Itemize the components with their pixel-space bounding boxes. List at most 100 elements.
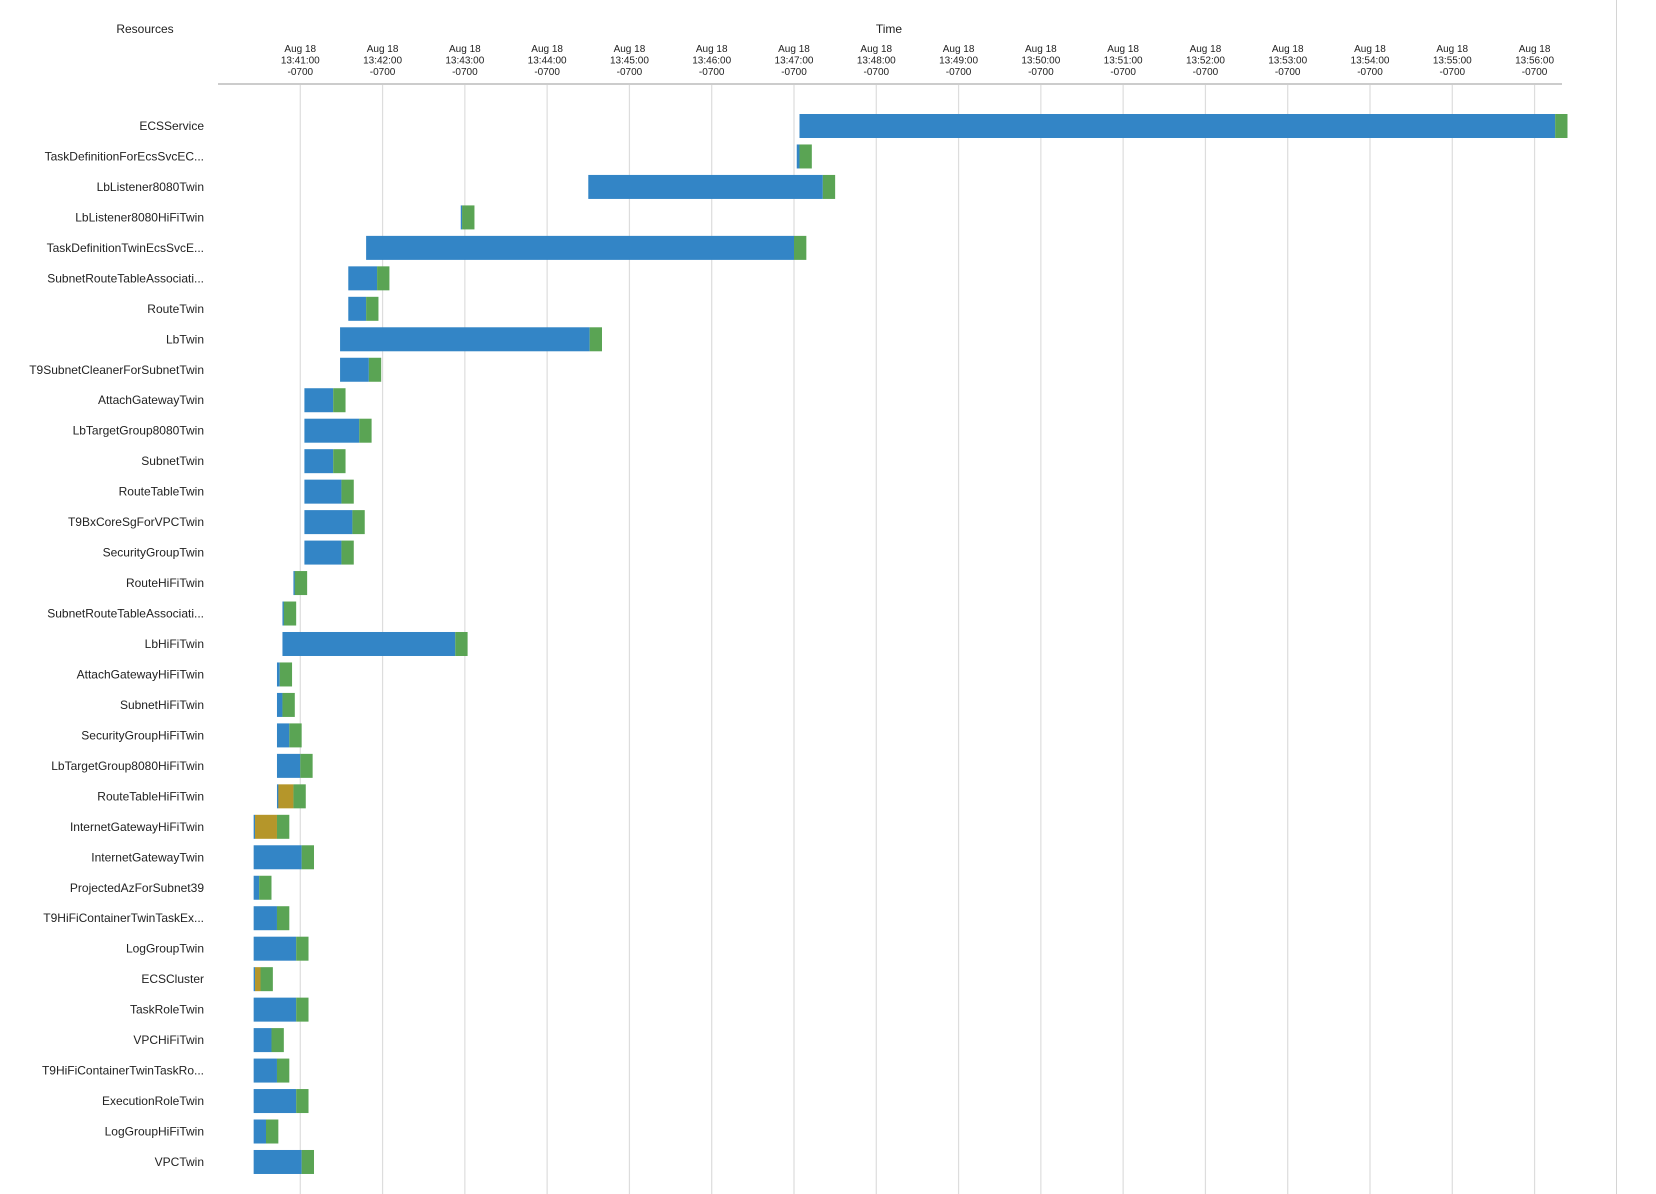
bar-segment-in-progress: [304, 510, 353, 535]
bar-segment-complete: [279, 662, 293, 687]
bar-segment-in-progress: [253, 845, 302, 870]
resource-bar[interactable]: [340, 357, 382, 382]
resource-bars: [253, 114, 1568, 1174]
x-tick-label-time: 13:53:00: [1268, 56, 1307, 67]
resource-bar[interactable]: [253, 967, 273, 992]
resource-bar[interactable]: [588, 174, 836, 199]
bar-segment-pending: [278, 784, 294, 809]
bar-segment-in-progress: [253, 1119, 266, 1144]
resource-bar[interactable]: [276, 692, 295, 717]
bar-segment-complete: [822, 174, 836, 199]
resource-bar[interactable]: [304, 479, 354, 504]
bar-segment-in-progress: [253, 875, 260, 900]
resource-bar[interactable]: [282, 601, 297, 626]
resource-label: SubnetHiFiTwin: [120, 698, 204, 712]
resource-label: LbTargetGroup8080HiFiTwin: [51, 759, 204, 773]
resource-bar[interactable]: [253, 814, 290, 839]
x-tick-label-date: Aug 18: [1190, 44, 1222, 55]
resource-bar[interactable]: [253, 906, 290, 931]
bar-segment-in-progress: [348, 296, 367, 321]
panel-border: [1616, 0, 1617, 1194]
resource-label: LbTargetGroup8080Twin: [73, 424, 204, 438]
bar-segment-in-progress: [304, 449, 334, 474]
bar-segment-in-progress: [253, 1028, 272, 1053]
x-tick-label-time: 13:46:00: [692, 56, 731, 67]
resource-bar[interactable]: [304, 510, 365, 535]
resource-bar[interactable]: [253, 875, 272, 900]
bar-segment-complete: [352, 510, 365, 535]
resource-label: RouteTwin: [147, 302, 204, 316]
resource-bar[interactable]: [253, 845, 314, 870]
x-tick-label-tz: -0700: [534, 67, 560, 78]
resource-bar[interactable]: [304, 540, 354, 565]
resource-bar[interactable]: [253, 1149, 314, 1174]
x-tick-label-tz: -0700: [1193, 67, 1219, 78]
bar-segment-in-progress: [276, 753, 301, 778]
bar-segment-in-progress: [253, 967, 256, 992]
resource-bar[interactable]: [304, 449, 346, 474]
resource-bar[interactable]: [366, 235, 807, 260]
resource-bar[interactable]: [799, 114, 1568, 138]
bar-segment-complete: [462, 205, 475, 230]
x-tick-label-date: Aug 18: [696, 44, 728, 55]
resource-label: ECSCluster: [141, 972, 204, 986]
bar-segment-complete: [794, 235, 807, 260]
resource-bar[interactable]: [276, 753, 313, 778]
resource-label: LbListener8080HiFiTwin: [75, 210, 204, 224]
resource-bar[interactable]: [253, 936, 309, 961]
resource-label: InternetGatewayTwin: [91, 850, 204, 864]
bar-segment-in-progress: [253, 997, 297, 1022]
resource-label: T9SubnetCleanerForSubnetTwin: [29, 363, 204, 377]
resource-bar[interactable]: [796, 144, 812, 169]
resource-bar[interactable]: [460, 205, 475, 230]
bar-segment-complete: [276, 814, 290, 839]
x-tick-label-time: 13:52:00: [1186, 56, 1225, 67]
bar-segment-complete: [271, 1028, 284, 1053]
resource-label: SecurityGroupHiFiTwin: [81, 728, 204, 742]
resource-bar[interactable]: [276, 784, 306, 809]
resource-label: LogGroupHiFiTwin: [105, 1125, 204, 1139]
bar-segment-in-progress: [304, 540, 342, 565]
resource-label: LbTwin: [166, 332, 204, 346]
bar-segment-pending: [255, 967, 261, 992]
resource-bar[interactable]: [282, 631, 468, 656]
x-tick-label-date: Aug 18: [531, 44, 563, 55]
bar-segment-complete: [301, 1149, 314, 1174]
resource-bar[interactable]: [253, 1119, 279, 1144]
bar-segment-complete: [276, 906, 290, 931]
resource-bar[interactable]: [304, 388, 346, 413]
resource-label: AttachGatewayHiFiTwin: [77, 667, 204, 681]
resource-bar[interactable]: [304, 418, 372, 443]
bar-segment-in-progress: [276, 692, 283, 717]
bar-segment-complete: [282, 692, 295, 717]
resource-bar[interactable]: [340, 327, 602, 352]
resource-bar[interactable]: [253, 1089, 309, 1114]
x-tick-label-tz: -0700: [946, 67, 972, 78]
bar-segment-complete: [296, 997, 309, 1022]
x-tick-label-time: 13:51:00: [1104, 56, 1143, 67]
bar-segment-in-progress: [253, 1089, 297, 1114]
resource-bar[interactable]: [253, 1058, 290, 1083]
resource-bar[interactable]: [253, 1028, 284, 1053]
x-tick-label-tz: -0700: [863, 67, 889, 78]
resource-bar[interactable]: [253, 997, 309, 1022]
resource-bar[interactable]: [276, 662, 293, 687]
bar-segment-in-progress: [253, 1149, 302, 1174]
x-tick-label-time: 13:49:00: [939, 56, 978, 67]
x-tick-label-tz: -0700: [1275, 67, 1301, 78]
x-tick-label-tz: -0700: [699, 67, 725, 78]
resource-bar[interactable]: [348, 266, 390, 291]
resource-bar[interactable]: [348, 296, 379, 321]
resource-label: SecurityGroupTwin: [103, 546, 204, 560]
resource-label: TaskRoleTwin: [130, 1003, 204, 1017]
x-tick-label-date: Aug 18: [367, 44, 399, 55]
x-tick-label-tz: -0700: [1028, 67, 1054, 78]
x-tick-label-tz: -0700: [1110, 67, 1136, 78]
resource-bar[interactable]: [276, 723, 302, 748]
bar-segment-complete: [359, 418, 372, 443]
resource-label: LbHiFiTwin: [145, 637, 204, 651]
resource-label: ExecutionRoleTwin: [102, 1094, 204, 1108]
resource-label: InternetGatewayHiFiTwin: [70, 820, 204, 834]
bar-segment-complete: [266, 1119, 279, 1144]
resource-bar[interactable]: [293, 571, 308, 596]
